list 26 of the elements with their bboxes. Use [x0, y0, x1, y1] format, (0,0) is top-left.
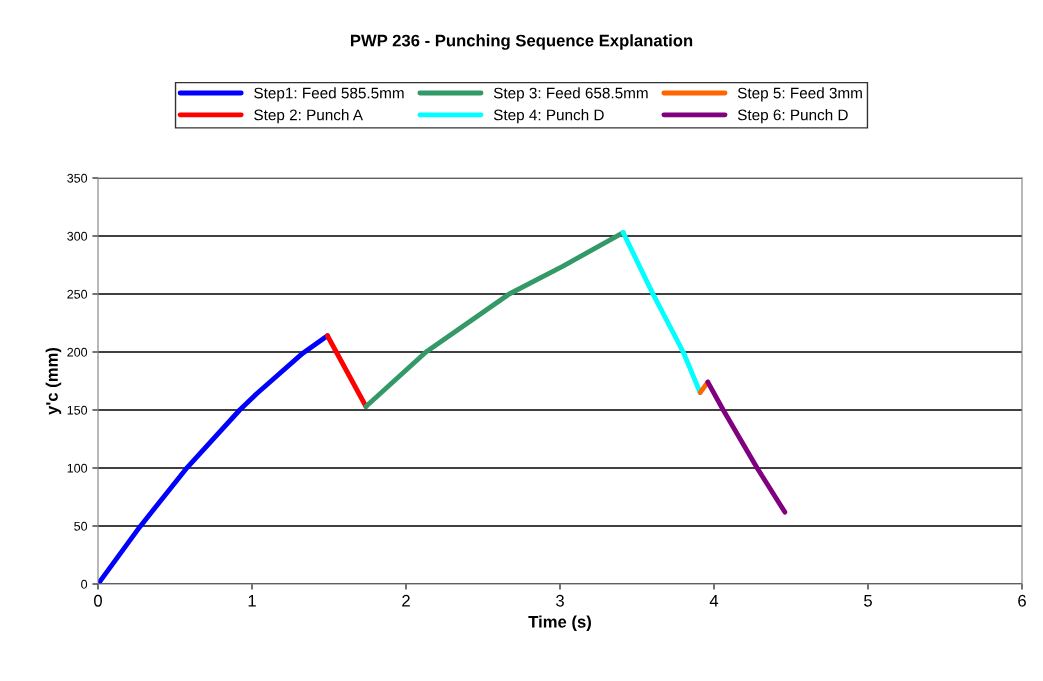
legend-label: Step 3: Feed 658.5mm	[493, 87, 648, 102]
y-tick-label: 0	[81, 579, 88, 589]
y-tick-label: 150	[67, 405, 88, 415]
x-tick-label: 1	[248, 595, 256, 607]
x-tick-label: 2	[402, 594, 410, 607]
x-tick-label: 6	[1018, 594, 1026, 607]
x-axis-title: Time (s)	[528, 615, 591, 632]
y-tick-label: 200	[67, 347, 88, 357]
legend-label: Step 5: Feed 3mm	[737, 87, 862, 102]
y-tick-label: 350	[67, 173, 88, 183]
line-series	[705, 379, 788, 515]
y-tick-label: 50	[74, 521, 88, 531]
x-tick-label: 5	[864, 595, 872, 607]
y-tick-label: 300	[67, 231, 88, 241]
legend-label: Step 4: Punch D	[493, 109, 604, 124]
y-tick-label: 100	[67, 463, 88, 473]
legend-label: Step 6: Punch D	[737, 109, 848, 124]
legend-label: Step1: Feed 585.5mm	[254, 87, 404, 102]
chart-title: PWP 236 - Punching Sequence Explanation	[350, 34, 693, 50]
x-tick-label: 0	[94, 594, 102, 607]
x-tick-label: 4	[709, 595, 719, 607]
line-series	[620, 230, 703, 396]
legend-label: Step 2: Punch A	[254, 109, 363, 124]
y-tick-label: 250	[67, 289, 88, 299]
x-tick-label: 3	[556, 594, 564, 607]
y-axis-title: y'c (mm)	[45, 347, 62, 415]
